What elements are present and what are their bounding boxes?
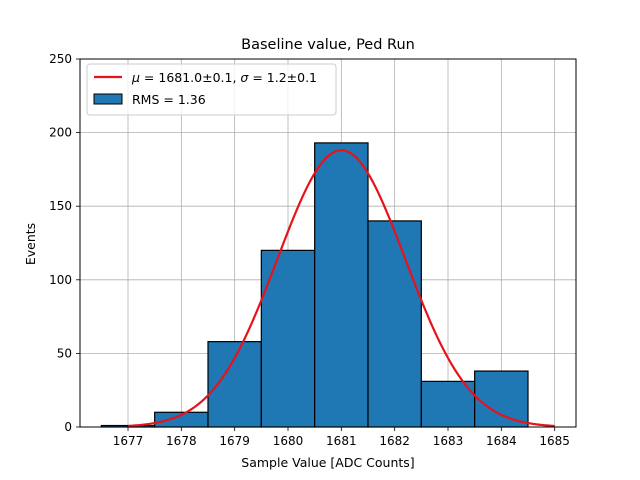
chart-title: Baseline value, Ped Run bbox=[241, 37, 415, 53]
histogram-bar bbox=[207, 341, 262, 428]
histogram-bar bbox=[314, 142, 369, 428]
histogram-bar bbox=[474, 370, 529, 428]
x-tick-label: 1683 bbox=[433, 434, 464, 448]
x-tick-label: 1681 bbox=[326, 434, 357, 448]
x-tick-label: 1677 bbox=[113, 434, 144, 448]
legend-sigma-symbol: σ bbox=[240, 70, 249, 85]
legend-fit-label: μ = 1681.0±0.1, σ = 1.2±0.1 bbox=[131, 70, 317, 85]
legend: μ = 1681.0±0.1, σ = 1.2±0.1 RMS = 1.36 bbox=[86, 63, 337, 116]
y-axis-label: Events bbox=[23, 223, 38, 265]
x-tick-label: 1679 bbox=[219, 434, 250, 448]
x-tick-label: 1684 bbox=[486, 434, 517, 448]
y-tick-label: 100 bbox=[49, 273, 72, 287]
x-tick-label: 1682 bbox=[379, 434, 410, 448]
legend-mu-value: = 1681.0±0.1, bbox=[140, 70, 240, 85]
legend-histogram-label: RMS = 1.36 bbox=[132, 92, 206, 107]
legend-histogram-swatch bbox=[93, 93, 123, 105]
histogram-bar bbox=[260, 249, 316, 428]
histogram-bars bbox=[100, 142, 529, 428]
x-tick-label: 1680 bbox=[273, 434, 304, 448]
y-tick-label: 200 bbox=[49, 126, 72, 140]
x-axis-label: Sample Value [ADC Counts] bbox=[241, 455, 414, 470]
histogram-bar bbox=[420, 380, 476, 428]
x-tick-label: 1685 bbox=[539, 434, 570, 448]
gaussian-fit-curve bbox=[127, 149, 555, 428]
y-tick-label: 150 bbox=[49, 199, 72, 213]
y-tick-label: 0 bbox=[64, 420, 72, 434]
y-tick-label: 50 bbox=[57, 346, 72, 360]
plot-frame bbox=[79, 58, 577, 428]
histogram-bar bbox=[367, 220, 422, 428]
x-tick-label: 1678 bbox=[166, 434, 197, 448]
x-axis-ticks: 1677 1678 1679 1680 1681 1682 1683 1684 1685 bbox=[113, 427, 570, 448]
legend-mu-symbol: μ bbox=[131, 70, 140, 85]
legend-box bbox=[86, 63, 337, 116]
y-tick-label: 250 bbox=[49, 52, 72, 66]
y-axis-ticks: 0 50 100 150 200 250 bbox=[49, 52, 80, 434]
legend-sigma-value: = 1.2±0.1 bbox=[248, 70, 317, 85]
